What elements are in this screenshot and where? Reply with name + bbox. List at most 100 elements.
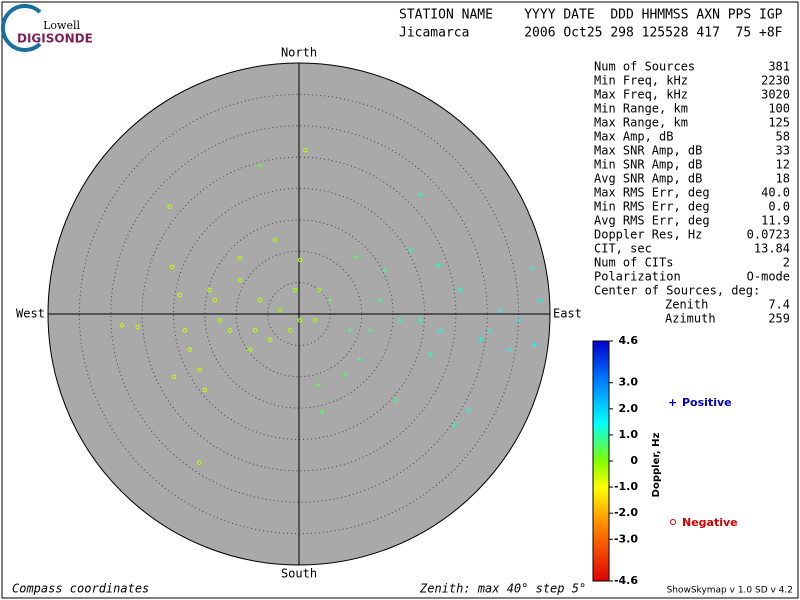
source-negative — [297, 257, 303, 263]
stat-value: 125 — [768, 116, 790, 130]
header-columns: STATION NAME YYYY DATE DDD HHMMSS AXN PP… — [399, 8, 783, 23]
source-negative — [177, 292, 183, 298]
source-positive — [497, 307, 503, 313]
source-positive — [477, 337, 483, 343]
legend-negative: Negative — [682, 516, 738, 529]
source-negative — [292, 287, 298, 293]
source-positive — [367, 327, 373, 333]
source-negative — [272, 237, 278, 243]
source-positive — [392, 397, 398, 403]
stat-value: 12 — [776, 158, 790, 172]
colorbar-tick-label: -1.0 — [614, 480, 638, 493]
source-negative — [247, 347, 253, 353]
source-positive — [507, 347, 513, 353]
source-negative — [197, 367, 203, 373]
colorbar-tick-label: 3.0 — [619, 376, 639, 389]
stat-value: 381 — [768, 60, 790, 74]
source-negative — [182, 328, 188, 333]
source-positive — [466, 407, 472, 413]
colorbar-tick-label: 0 — [630, 454, 638, 467]
logo-arc — [0, 4, 42, 52]
source-negative — [119, 322, 125, 328]
colorbar-tick-label: 1.0 — [619, 428, 639, 441]
zenith-caption: Zenith: max 40° step 5° — [419, 582, 586, 596]
center-label: Zenith — [665, 298, 708, 312]
source-positive — [382, 267, 388, 273]
stat-label: Min Range, km — [594, 102, 688, 116]
source-positive — [397, 317, 403, 323]
source-negative — [171, 374, 177, 380]
stat-value: 2 — [783, 256, 790, 270]
logo-text: DIGISONDE — [17, 32, 93, 46]
source-positive — [437, 327, 443, 333]
legend-positive: Positive — [682, 396, 732, 409]
source-negative — [169, 264, 175, 270]
source-positive — [435, 263, 441, 269]
colorbar-tick-label: -2.0 — [614, 506, 638, 519]
stat-label: CIT, sec — [594, 242, 652, 256]
compass-label: West — [16, 307, 45, 321]
center-title: Center of Sources, deg: — [594, 284, 760, 298]
stat-value: 11.9 — [761, 214, 790, 228]
stat-label: Avg SNR Amp, dB — [594, 172, 702, 186]
source-positive — [427, 352, 433, 358]
stat-label: Doppler Res, Hz — [594, 228, 702, 242]
stat-value: 100 — [768, 102, 790, 116]
source-positive — [377, 297, 383, 303]
footer-right: ShowSkymap v 1.0 SD v 4.2 — [667, 586, 793, 596]
stat-label: Avg RMS Err, deg — [594, 214, 710, 228]
source-negative — [237, 277, 243, 283]
source-negative — [135, 324, 141, 330]
logo-text: Lowell — [43, 19, 80, 32]
source-positive — [529, 265, 535, 271]
source-negative — [297, 317, 303, 323]
source-negative — [212, 297, 218, 303]
source-positive — [487, 327, 493, 333]
source-negative — [252, 328, 258, 333]
stat-label: Max Amp, dB — [594, 130, 673, 144]
source-negative — [267, 337, 273, 343]
legend-symbol: + — [668, 396, 677, 409]
stat-label: Max Range, km — [594, 116, 688, 130]
source-negative — [287, 328, 293, 333]
stat-label: Num of CITs — [594, 256, 673, 270]
stat-value: 0.0 — [768, 200, 790, 214]
source-positive — [315, 382, 321, 388]
stat-value: 18 — [776, 172, 790, 186]
footer-left: Compass coordinates — [12, 582, 149, 596]
stat-label: Max Freq, kHz — [594, 88, 688, 102]
colorbar-tick-label: -4.6 — [614, 574, 638, 587]
source-positive — [257, 163, 263, 169]
source-negative — [227, 328, 233, 333]
colorbar-tick-label: 4.6 — [619, 334, 639, 347]
center-label: Azimuth — [665, 312, 716, 326]
stat-value: 58 — [776, 130, 790, 144]
stat-value: 3020 — [761, 88, 790, 102]
source-negative — [202, 387, 208, 393]
source-positive — [353, 254, 359, 260]
colorbar-tick-label: -3.0 — [614, 532, 638, 545]
stat-label: Polarization — [594, 270, 681, 284]
stat-label: Max RMS Err, deg — [594, 186, 710, 200]
source-negative — [167, 204, 173, 209]
compass-label: East — [553, 307, 582, 321]
source-negative — [277, 307, 283, 313]
source-negative — [313, 317, 318, 323]
source-negative — [196, 460, 202, 466]
source-positive — [347, 327, 353, 333]
stat-value: 13.84 — [754, 242, 790, 256]
stat-label: Min RMS Err, deg — [594, 200, 710, 214]
stat-value: 33 — [776, 144, 790, 158]
stat-value: 0.0723 — [747, 228, 790, 242]
stat-label: Max SNR Amp, dB — [594, 144, 702, 158]
center-value: 7.4 — [768, 298, 790, 312]
colorbar — [592, 340, 610, 582]
stat-label: Num of Sources — [594, 60, 695, 74]
source-negative — [302, 147, 308, 153]
source-negative — [207, 287, 213, 293]
source-positive — [532, 342, 538, 348]
source-positive — [342, 372, 348, 378]
source-positive — [417, 317, 423, 323]
